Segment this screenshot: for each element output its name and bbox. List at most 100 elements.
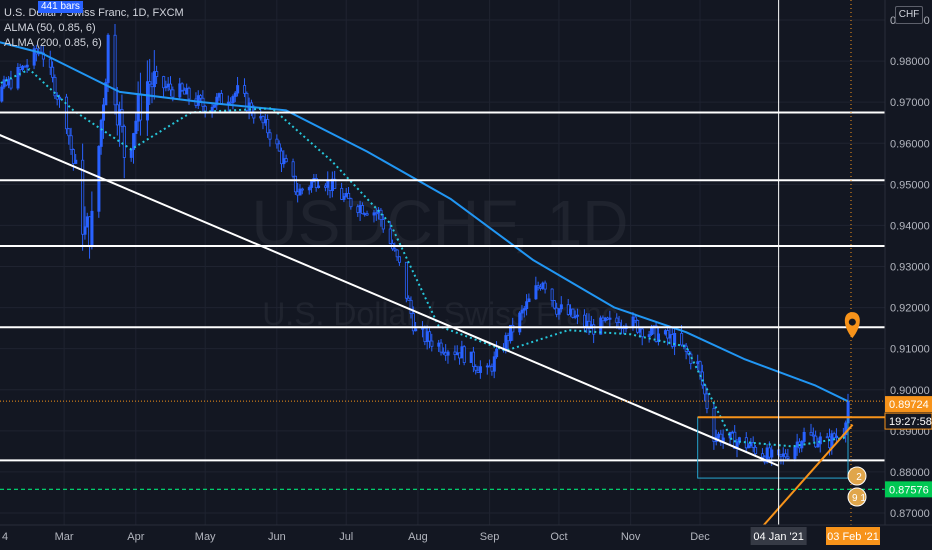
candle-body bbox=[356, 206, 360, 213]
candle-body bbox=[460, 346, 464, 359]
candle-body bbox=[793, 446, 797, 459]
candle-127 bbox=[409, 296, 413, 319]
candle-body bbox=[398, 256, 402, 263]
support-trendline bbox=[757, 424, 854, 532]
candle-body bbox=[453, 351, 457, 355]
candle-body bbox=[527, 298, 531, 303]
candle-25 bbox=[81, 143, 85, 251]
candle-body bbox=[236, 85, 240, 94]
candle-body bbox=[185, 87, 189, 95]
candle-body bbox=[25, 64, 29, 68]
candle-170 bbox=[550, 288, 554, 307]
candle-146 bbox=[472, 346, 476, 373]
candle-body bbox=[182, 89, 186, 95]
candle-body bbox=[647, 334, 651, 338]
candle-95 bbox=[307, 185, 311, 195]
candle-body bbox=[310, 181, 314, 188]
price-tick-label: 0.88000 bbox=[890, 467, 930, 479]
candle-body bbox=[411, 313, 415, 332]
candle-body bbox=[233, 92, 237, 97]
legend-alma-50[interactable]: ALMA (50, 0.85, 6) bbox=[4, 22, 96, 34]
candle-125 bbox=[404, 261, 408, 303]
candle-250 bbox=[809, 423, 813, 436]
candle-body bbox=[557, 308, 561, 315]
candle-body bbox=[231, 96, 235, 104]
candle-body bbox=[166, 83, 170, 87]
candle-body bbox=[844, 422, 848, 436]
downtrend-line bbox=[0, 134, 780, 467]
candle-body bbox=[522, 308, 526, 311]
candle-body bbox=[781, 453, 785, 457]
candle-body bbox=[261, 116, 265, 124]
candle-body bbox=[474, 366, 478, 371]
candle-169 bbox=[543, 280, 547, 294]
bars-count-badge: 441 bars bbox=[38, 1, 83, 13]
candle-177 bbox=[571, 308, 575, 319]
candle-231 bbox=[747, 443, 751, 449]
candle-126 bbox=[407, 295, 411, 301]
time-tick-label: Aug bbox=[408, 531, 428, 543]
candle-45 bbox=[145, 60, 149, 136]
legend-symbol[interactable]: U.S. Dollar / Swiss Franc, 1D, FXCM bbox=[4, 7, 184, 19]
candle-body bbox=[414, 328, 418, 332]
candle-body bbox=[21, 65, 25, 70]
candle-body bbox=[700, 371, 704, 386]
candle-body bbox=[0, 86, 4, 102]
candle-86 bbox=[277, 140, 281, 152]
candle-body bbox=[656, 333, 660, 342]
price-tick-label: 0.97000 bbox=[890, 97, 930, 109]
candle-0 bbox=[0, 84, 4, 103]
candle-123 bbox=[395, 249, 399, 261]
candle-body bbox=[576, 314, 580, 317]
candle-body bbox=[673, 332, 677, 347]
candle-body bbox=[115, 104, 119, 126]
candle-body bbox=[83, 226, 87, 235]
candle-body bbox=[155, 71, 159, 77]
legend-alma-200[interactable]: ALMA (200, 0.85, 6) bbox=[4, 37, 102, 49]
event-badge-label: 9 1 bbox=[852, 493, 866, 504]
grid-lines bbox=[0, 0, 885, 525]
currency-button[interactable]: CHF bbox=[895, 6, 923, 24]
candle-body bbox=[162, 76, 166, 89]
candle-body bbox=[361, 205, 365, 215]
candle-85 bbox=[275, 134, 279, 149]
candle-body bbox=[81, 159, 85, 235]
candle-200 bbox=[647, 330, 651, 343]
candle-89 bbox=[284, 154, 288, 163]
candle-body bbox=[307, 187, 311, 191]
candle-body bbox=[358, 205, 362, 213]
candle-body bbox=[132, 133, 136, 150]
candle-184 bbox=[592, 318, 596, 344]
candle-body bbox=[717, 433, 721, 438]
candle-body bbox=[825, 436, 829, 439]
candle-body bbox=[608, 317, 612, 320]
candle-body bbox=[178, 83, 182, 98]
last-price-label: 0.89724 bbox=[885, 396, 932, 413]
candle-body bbox=[58, 96, 62, 100]
candle-body bbox=[23, 65, 27, 68]
candle-15 bbox=[48, 50, 52, 75]
candle-158 bbox=[508, 324, 512, 344]
candle-body bbox=[571, 308, 575, 318]
green-level-label: 0.87576 bbox=[885, 481, 932, 498]
candle-body bbox=[439, 342, 443, 353]
candle-161 bbox=[520, 305, 524, 321]
candle-body bbox=[573, 315, 577, 318]
candle-30 bbox=[97, 145, 101, 218]
candle-body bbox=[328, 179, 332, 191]
price-axis-panel bbox=[885, 0, 932, 525]
candle-body bbox=[569, 308, 573, 315]
candle-body bbox=[342, 195, 346, 200]
candle-body bbox=[770, 449, 774, 458]
candle-190 bbox=[615, 313, 619, 329]
candle-body bbox=[541, 282, 545, 289]
candle-93 bbox=[298, 184, 302, 196]
candle-165 bbox=[534, 276, 538, 300]
candle-179 bbox=[576, 308, 580, 325]
candle-body bbox=[511, 324, 515, 333]
watermark-symbol: USDCHF, 1D bbox=[252, 187, 629, 259]
candle-body bbox=[199, 95, 203, 99]
candle-153 bbox=[492, 351, 496, 379]
